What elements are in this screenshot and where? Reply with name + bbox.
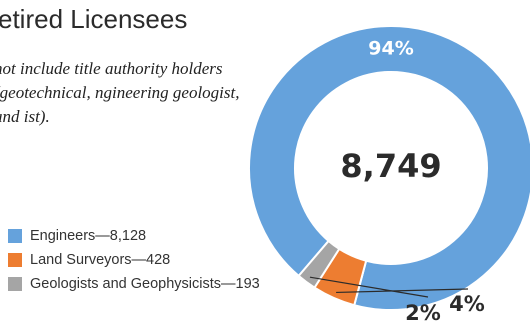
legend-item-engineers: Engineers—8,128 — [8, 224, 260, 248]
legend-label-geologists: Geologists and Geophysicists—193 — [30, 276, 260, 292]
legend-item-geologists: Geologists and Geophysicists—193 — [8, 272, 260, 296]
slice-geologists — [297, 239, 341, 289]
slice-engineers — [248, 24, 530, 311]
legend-item-land-surveyors: Land Surveyors—428 — [8, 248, 260, 272]
legend-swatch-engineers — [8, 229, 22, 243]
leader-line-land-surveyors — [336, 288, 469, 294]
donut-center-total: 8,749 — [340, 147, 441, 185]
legend-label-engineers: Engineers—8,128 — [30, 228, 147, 244]
legend-swatch-land-surveyors — [8, 253, 22, 267]
pct-label-land-surveyors: 4% — [449, 292, 485, 316]
leader-line-geologists — [309, 276, 429, 298]
pct-label-engineers: 94% — [368, 38, 413, 60]
label-leaders — [309, 276, 469, 298]
legend-swatch-geologists — [8, 277, 22, 291]
percent-labels: 94% 4% 2% — [368, 38, 485, 324]
pct-label-geologists: 2% — [405, 301, 441, 324]
chart-title: etired Licensees — [0, 4, 188, 34]
legend-label-land-surveyors: Land Surveyors—428 — [30, 252, 171, 268]
chart-note: not include title authority holders (geo… — [0, 59, 240, 126]
donut-slices — [248, 24, 530, 311]
chart-legend: Engineers—8,128 Land Surveyors—428 Geolo… — [8, 224, 260, 296]
